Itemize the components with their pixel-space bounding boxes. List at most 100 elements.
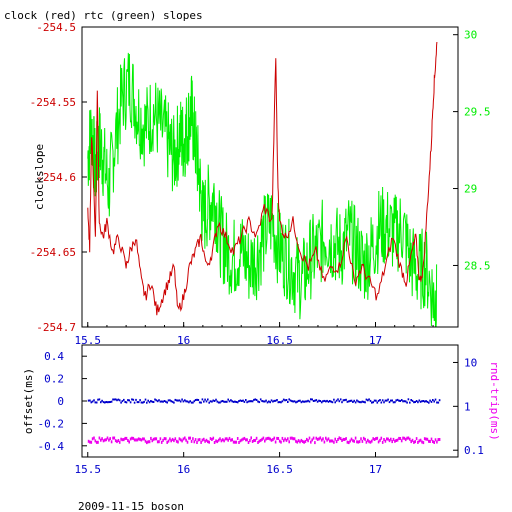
offset-point <box>178 399 181 402</box>
rndtrip-point <box>192 437 194 441</box>
offset-point <box>239 399 242 402</box>
rndtrip-point <box>381 440 384 444</box>
rndtrip-point <box>383 438 385 441</box>
offset-point <box>89 399 91 402</box>
offset-point <box>94 401 97 404</box>
offset-point <box>220 400 223 403</box>
offset-point <box>238 400 240 402</box>
rndtrip-point <box>109 437 111 441</box>
rndtrip-point <box>396 438 399 442</box>
rndtrip-point <box>429 440 431 443</box>
offset-point <box>121 400 124 403</box>
offset-point <box>123 398 125 401</box>
rndtrip-point <box>97 440 99 444</box>
offset-point <box>163 400 166 402</box>
rndtrip-point <box>139 437 141 441</box>
rndtrip-point <box>423 437 426 441</box>
offset-point <box>150 400 152 402</box>
rndtrip-point <box>160 440 163 444</box>
offset-point <box>184 399 186 402</box>
offset-point <box>104 401 106 404</box>
top-x-axis: 15.5 16 16.5 17 <box>75 322 434 347</box>
offset-point <box>226 400 228 403</box>
offset-point <box>422 400 425 402</box>
offset-point <box>136 401 139 404</box>
offset-point <box>98 398 101 401</box>
offset-point <box>114 398 117 401</box>
offset-point <box>177 399 179 402</box>
rndtrip-point <box>230 438 232 442</box>
rndtrip-point <box>284 437 286 441</box>
rtc-series-line <box>87 52 438 327</box>
rndtrip-point <box>293 437 296 441</box>
offset-point <box>395 399 397 402</box>
offset-point <box>333 398 335 401</box>
rndtrip-point <box>90 440 93 444</box>
rndtrip-point <box>220 439 223 443</box>
offset-point <box>108 401 110 404</box>
bottom-y-tick-label: -0.2 <box>38 417 65 430</box>
offset-point <box>377 399 380 402</box>
rndtrip-point <box>375 437 377 441</box>
rndtrip-point <box>104 438 106 442</box>
bottom-y-tick-label: 0.4 <box>44 350 64 363</box>
offset-point <box>255 399 258 401</box>
offset-point <box>292 400 294 403</box>
bottom-y-tick-label: -0.4 <box>38 440 65 453</box>
rndtrip-point <box>135 438 137 442</box>
offset-point <box>217 401 220 404</box>
offset-point <box>189 400 191 403</box>
rndtrip-point <box>232 440 235 444</box>
offset-point <box>197 399 200 401</box>
offset-point <box>272 400 274 403</box>
rndtrip-point <box>277 437 280 440</box>
rndtrip-point <box>296 440 299 444</box>
top-y-tick-label: -254.6 <box>36 171 76 184</box>
offset-point <box>320 401 323 404</box>
offset-point <box>337 398 339 401</box>
offset-point <box>95 401 98 404</box>
offset-point <box>282 398 285 401</box>
offset-point <box>339 398 342 401</box>
rndtrip-point <box>436 440 438 444</box>
offset-point <box>325 400 327 403</box>
offset-point <box>137 401 140 404</box>
offset-point <box>367 399 369 402</box>
offset-point <box>379 399 381 401</box>
offset-point <box>200 401 202 404</box>
offset-point <box>266 401 269 404</box>
rndtrip-point <box>207 440 209 444</box>
top-y2-tick-label: 29 <box>464 183 477 196</box>
offset-point <box>146 401 148 404</box>
offset-point <box>192 401 194 404</box>
top-x-tick-label: 16 <box>177 334 190 347</box>
offset-point <box>148 401 151 404</box>
rndtrip-point <box>178 437 181 441</box>
offset-point <box>404 400 407 403</box>
rndtrip-point <box>123 438 125 442</box>
rndtrip-point <box>219 437 221 441</box>
rndtrip-point <box>372 437 374 441</box>
bottom-x-tick-label: 17 <box>369 463 382 476</box>
offset-point <box>295 401 297 404</box>
offset-point <box>224 400 227 403</box>
offset-point <box>307 399 309 402</box>
rndtrip-point <box>274 440 277 444</box>
offset-point <box>261 400 263 402</box>
rndtrip-point <box>289 436 292 440</box>
rndtrip-point <box>258 439 261 443</box>
rndtrip-point <box>158 440 160 444</box>
offset-point <box>257 400 259 403</box>
rndtrip-point <box>146 441 148 445</box>
rndtrip-point <box>327 437 330 441</box>
offset-point <box>253 398 255 401</box>
rndtrip-point <box>249 439 251 443</box>
offset-point <box>316 400 319 403</box>
rndtrip-point <box>102 439 105 443</box>
offset-point <box>181 398 183 401</box>
rndtrip-point <box>384 439 387 443</box>
offset-point <box>139 399 141 402</box>
rndtrip-point <box>240 438 243 442</box>
